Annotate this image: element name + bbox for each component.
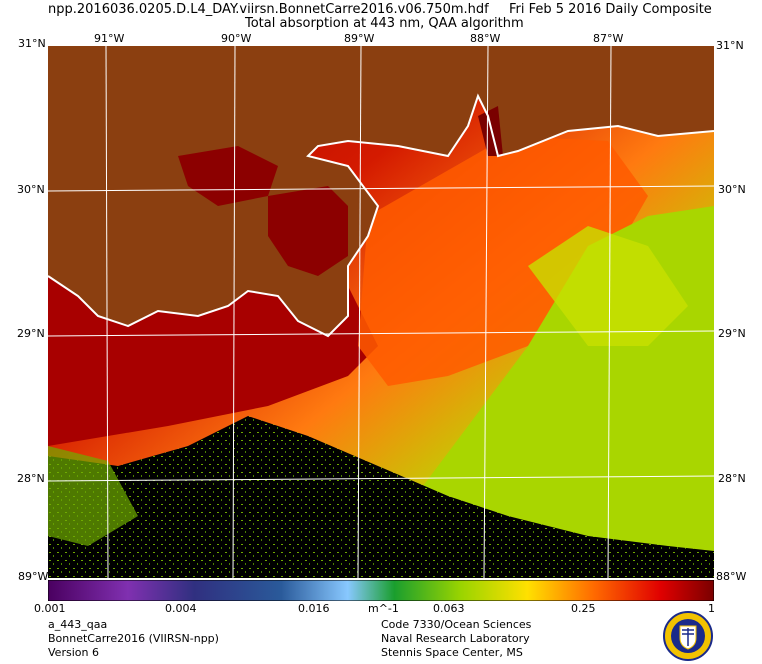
lat-label-28n-left: 28°N: [17, 472, 45, 485]
coastline: [48, 93, 714, 338]
graticule: [48, 46, 714, 578]
corner-bottom-right-lon: 88°W: [716, 570, 747, 583]
colorbar-tick-0-004: 0.004: [165, 602, 197, 615]
mobile-bay: [478, 106, 503, 156]
colorbar-tick-0-063: 0.063: [433, 602, 465, 615]
colorbar-tick-1: 1: [708, 602, 715, 615]
lon-label-87w: 87°W: [593, 32, 624, 45]
lat-label-30n-right: 30°N: [718, 183, 746, 196]
org-code: Code 7330/Ocean Sciences: [381, 618, 532, 631]
colorbar-tick-0-016: 0.016: [298, 602, 330, 615]
corner-top-left-lat: 31°N: [18, 37, 46, 50]
lon-label-89w: 89°W: [344, 32, 375, 45]
corner-top-right-lat: 31°N: [716, 39, 744, 52]
lat-label-30n-left: 30°N: [17, 183, 45, 196]
composite-date: Fri Feb 5 2016 Daily Composite: [509, 2, 712, 17]
colorbar-tick-0-25: 0.25: [571, 602, 596, 615]
no-data-region: [48, 416, 714, 578]
lat-label-29n-right: 29°N: [718, 327, 746, 340]
river-plume: [358, 136, 648, 386]
version-label: Version 6: [48, 646, 99, 659]
org-location: Stennis Space Center, MS: [381, 646, 523, 659]
nrl-seal-logo: [663, 611, 713, 661]
colorbar: [48, 580, 714, 601]
lake-borgne-marsh: [268, 186, 348, 276]
green-eddy: [528, 226, 688, 346]
absorption-map: [48, 46, 714, 578]
lake-pontchartrain: [178, 146, 278, 206]
region-sensor: BonnetCarre2016 (VIIRSN-npp): [48, 632, 219, 645]
lon-label-91w: 91°W: [94, 32, 125, 45]
land-mass: [48, 46, 714, 336]
lat-label-28n-right: 28°N: [718, 472, 746, 485]
colorbar-units: m^-1: [368, 602, 399, 615]
lon-label-88w: 88°W: [470, 32, 501, 45]
corner-bottom-left-lon: 89°W: [18, 570, 49, 583]
map-subtitle: Total absorption at 443 nm, QAA algorith…: [245, 16, 524, 31]
file-name: npp.2016036.0205.D.L4_DAY.viirsn.BonnetC…: [48, 2, 489, 17]
green-patch-southwest: [48, 446, 138, 546]
org-lab: Naval Research Laboratory: [381, 632, 530, 645]
lat-label-29n-left: 29°N: [17, 327, 45, 340]
colorbar-tick-0-001: 0.001: [34, 602, 66, 615]
lon-label-90w: 90°W: [221, 32, 252, 45]
product-name: a_443_qaa: [48, 618, 108, 631]
